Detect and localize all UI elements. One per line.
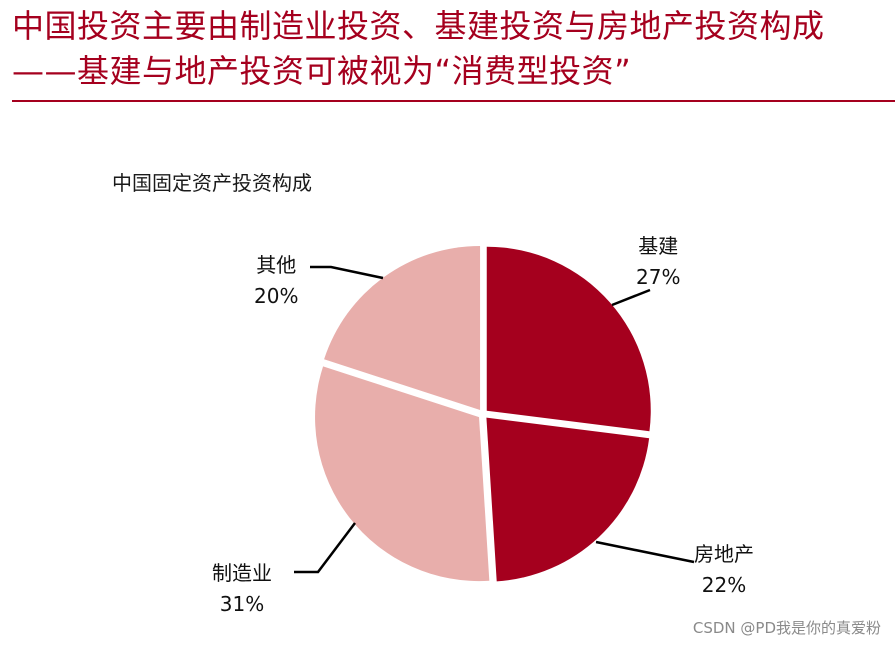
leader-line-other [310, 265, 384, 280]
slice-label-real-estate: 房地产 22% [694, 539, 754, 601]
chart-title: 中国固定资产投资构成 [112, 171, 312, 195]
slice-label-infrastructure: 基建 27% [636, 231, 680, 293]
slice-value: 27% [636, 265, 681, 289]
pie-slice-other [324, 245, 481, 410]
slice-name: 基建 [638, 234, 679, 258]
leader-line-real-estate [595, 540, 695, 564]
slice-name: 房地产 [694, 542, 754, 566]
slice-name: 其他 [256, 253, 297, 277]
slice-value: 22% [701, 573, 747, 597]
slide-title: 中国投资主要由制造业投资、基建投资与房地产投资构成——基建与地产投资可被视为“消… [12, 7, 825, 90]
slice-value: 31% [219, 592, 265, 616]
watermark: CSDN @PD我是你的真爱粉 [692, 619, 881, 637]
leader-line-manufacturing [294, 522, 356, 574]
slice-label-manufacturing: 制造业 31% [212, 558, 272, 620]
leader-line-infrastructure [611, 288, 651, 307]
slice-value: 20% [254, 284, 299, 308]
slice-name: 制造业 [212, 561, 272, 585]
slice-label-other: 其他 20% [254, 250, 298, 312]
pie-slice-infrastructure [486, 246, 651, 432]
title-divider [12, 100, 895, 102]
pie-slice-real-estate [486, 417, 650, 582]
pie-slice-manufacturing [315, 366, 490, 582]
